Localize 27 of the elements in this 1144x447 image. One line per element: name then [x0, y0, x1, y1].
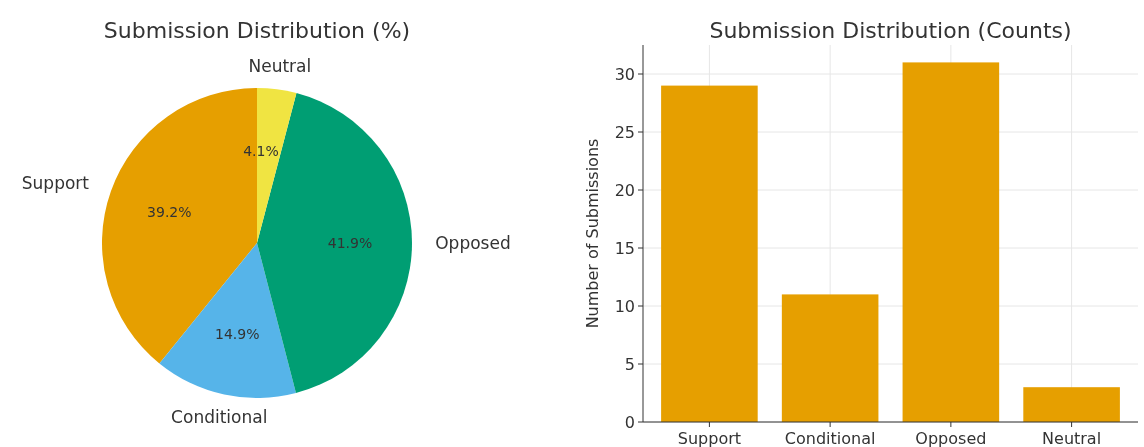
y-tick-label: 10 [614, 296, 635, 316]
chart-title: Submission Distribution (Counts) [709, 18, 1072, 43]
data-label: 41.9% [327, 235, 373, 252]
y-axis-title: Number of Submissions [583, 138, 602, 329]
bar [661, 85, 758, 422]
data-label: 14.9% [215, 325, 260, 342]
data-label: 4.1% [243, 142, 279, 159]
y-tick-label: 30 [614, 64, 635, 84]
chart-title: Submission Distribution (%) [103, 18, 411, 43]
y-tick-label: 25 [614, 122, 635, 142]
slice-label: Opposed [435, 233, 511, 254]
y-tick-label: 20 [614, 180, 635, 200]
pie-slice [159, 243, 296, 398]
slice-label: Neutral [248, 56, 312, 77]
slice-label: Conditional [171, 407, 268, 428]
x-tick-label: Opposed [915, 429, 987, 447]
bar [1023, 387, 1120, 422]
y-tick-label: 15 [614, 238, 635, 258]
y-tick-label: 0 [624, 412, 635, 432]
data-label: 39.2% [147, 203, 192, 220]
x-tick-label: Conditional [784, 429, 876, 447]
slice-label: Support [21, 173, 90, 194]
x-tick-label: Neutral [1042, 429, 1102, 447]
x-tick-label: Support [677, 429, 742, 447]
y-tick-label: 5 [624, 354, 635, 374]
bar [902, 62, 1000, 422]
bar [781, 294, 879, 422]
